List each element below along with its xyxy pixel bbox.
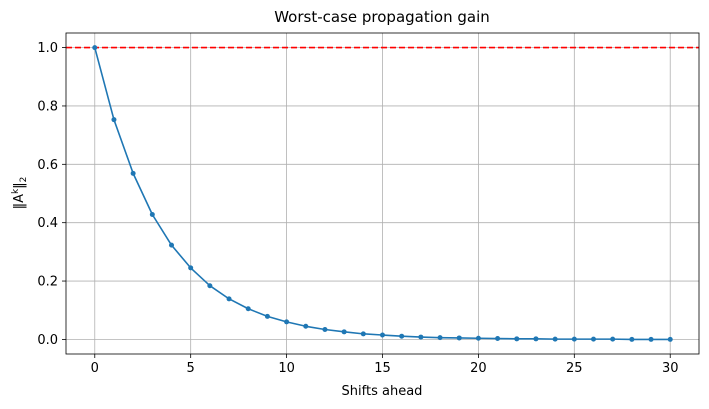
- data-point: [130, 170, 136, 176]
- y-axis-label-tail: ‖: [12, 182, 27, 189]
- data-point: [437, 335, 443, 341]
- data-point: [610, 336, 616, 342]
- data-point: [303, 323, 309, 329]
- y-tick-label: 0.2: [37, 275, 58, 290]
- data-point: [149, 212, 155, 218]
- data-point: [284, 319, 290, 325]
- y-axis-label-base: ‖A: [12, 194, 27, 210]
- data-point: [475, 335, 481, 341]
- series-layer: [92, 45, 673, 342]
- y-axis-label-sub: 2: [19, 177, 29, 183]
- x-tick-label: 30: [662, 361, 679, 376]
- data-point: [360, 331, 366, 337]
- y-tick-label: 0.8: [37, 99, 58, 114]
- data-point: [188, 265, 194, 271]
- x-tick-label: 15: [374, 361, 391, 376]
- y-tick-label: 1.0: [37, 41, 58, 56]
- chart-title: Worst-case propagation gain: [274, 8, 490, 26]
- x-tick-label: 0: [91, 361, 99, 376]
- x-tick-label: 25: [566, 361, 583, 376]
- y-axis-label-sup: k: [11, 188, 21, 194]
- data-point: [667, 336, 673, 342]
- x-tick-label: 5: [187, 361, 195, 376]
- data-point: [399, 333, 405, 339]
- data-point: [591, 336, 596, 342]
- data-point: [418, 334, 424, 340]
- data-point: [322, 326, 328, 332]
- data-point: [552, 336, 558, 342]
- y-tick-label: 0.6: [37, 158, 58, 173]
- data-point: [571, 336, 577, 342]
- x-tick-label: 10: [278, 361, 295, 376]
- data-point: [264, 313, 270, 319]
- y-tick-label: 0.4: [37, 216, 58, 231]
- ticks: 0 5 10 15 20 25 30 0.0 0.2 0.4 0.6 0.8 1.0: [37, 41, 678, 376]
- y-tick-label: 0.0: [37, 333, 58, 348]
- data-point: [380, 332, 385, 338]
- data-point: [533, 336, 539, 342]
- data-point: [226, 296, 232, 302]
- data-point: [169, 242, 174, 248]
- data-point: [495, 336, 501, 342]
- data-point: [245, 306, 251, 312]
- data-point: [92, 45, 98, 51]
- data-point: [111, 117, 117, 123]
- data-point: [514, 336, 520, 342]
- x-axis-label: Shifts ahead: [342, 384, 423, 399]
- data-point: [456, 335, 462, 341]
- data-point: [341, 329, 347, 335]
- y-axis-label: ‖Ak‖2: [11, 177, 29, 210]
- data-point: [648, 336, 654, 342]
- data-point: [629, 336, 635, 342]
- x-tick-label: 20: [470, 361, 487, 376]
- data-point: [207, 283, 213, 289]
